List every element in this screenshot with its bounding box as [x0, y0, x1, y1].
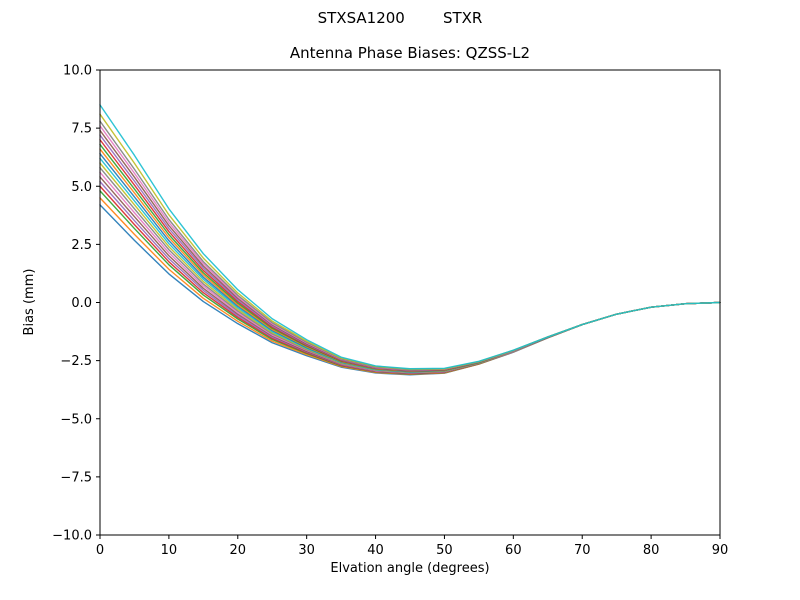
y-tick-label: 0.0 — [71, 296, 92, 311]
curve-c05 — [99, 180, 721, 375]
axes-title: Antenna Phase Biases: QZSS-L2 — [289, 44, 531, 62]
x-tick-label: 80 — [643, 543, 660, 558]
y-tick-label: −5.0 — [60, 412, 92, 427]
curve-c04 — [99, 185, 721, 375]
curve-c19 — [99, 113, 721, 370]
figure-suptitle: STXSA1200 STXR — [317, 9, 483, 27]
axes-spines — [99, 69, 721, 536]
x-tick-label: 30 — [298, 543, 315, 558]
y-tick-label: 7.5 — [71, 122, 92, 137]
x-tick-label: 40 — [367, 543, 384, 558]
x-tick-label: 90 — [712, 543, 729, 558]
y-tick-label: 5.0 — [71, 180, 92, 195]
x-axis-label: Elvation angle (degrees) — [330, 561, 490, 576]
y-tick-label: 2.5 — [71, 238, 92, 253]
y-tick-label: 10.0 — [63, 64, 92, 79]
x-tick-label: 10 — [161, 543, 178, 558]
y-tick-label: −2.5 — [60, 354, 92, 369]
curve-c12 — [99, 148, 721, 373]
y-tick-label: −7.5 — [60, 470, 92, 485]
x-tick-label: 20 — [230, 543, 247, 558]
x-tick-label: 60 — [505, 543, 522, 558]
curve-c08 — [99, 166, 721, 374]
curve-c20 — [99, 104, 721, 370]
curve-c10 — [99, 157, 721, 373]
x-tick-label: 50 — [436, 543, 453, 558]
curve-c03 — [99, 190, 721, 375]
x-tick-label: 0 — [96, 543, 104, 558]
y-tick-label: −10.0 — [52, 529, 92, 544]
curve-c07 — [99, 171, 721, 374]
y-axis-label: Bias (mm) — [22, 268, 37, 336]
x-tick-label: 70 — [574, 543, 591, 558]
